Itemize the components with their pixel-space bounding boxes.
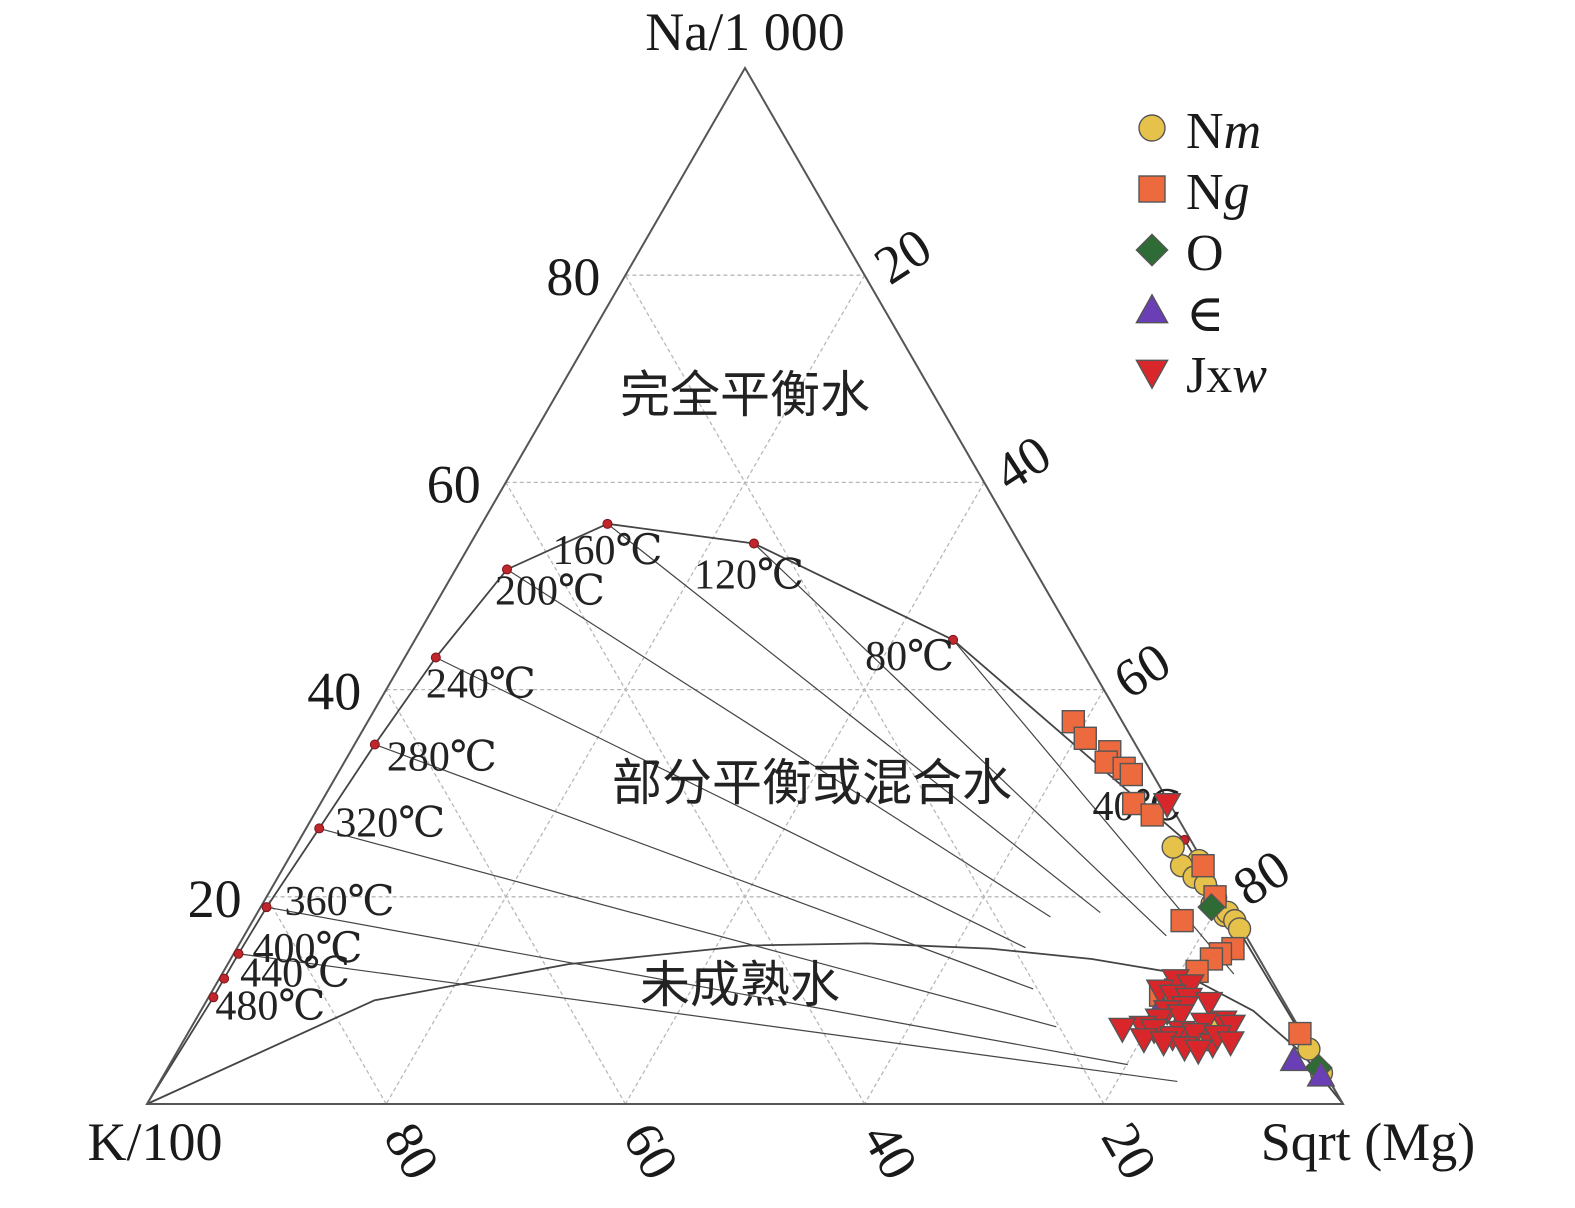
vertex-label-mg: Sqrt (Mg) bbox=[1261, 1112, 1476, 1172]
tick-label-bottom: 20 bbox=[1090, 1113, 1169, 1190]
isotherm-line bbox=[266, 906, 1128, 1066]
grid-line-k bbox=[385, 689, 626, 1105]
bottom-edge-ticks: 80 60 40 20 bbox=[372, 1113, 1169, 1190]
legend-label: Jxw bbox=[1186, 347, 1267, 404]
temperature-label: 480℃ bbox=[215, 983, 325, 1029]
legend-marker-diamond bbox=[1135, 233, 1169, 267]
data-points bbox=[1061, 710, 1336, 1087]
grid-line-mg bbox=[864, 689, 1105, 1105]
data-point-triangle-down bbox=[1107, 1017, 1137, 1044]
temperature-marker bbox=[219, 973, 230, 984]
temperature-marker bbox=[602, 518, 613, 529]
data-point-circle bbox=[1161, 835, 1185, 859]
isotherm-line bbox=[374, 743, 1034, 990]
temperature-marker bbox=[501, 564, 512, 575]
region-label-immature: 未成熟水 bbox=[640, 956, 840, 1014]
legend-marker-circle bbox=[1138, 114, 1166, 142]
isotherm-line bbox=[435, 656, 1026, 949]
data-point-square bbox=[1170, 908, 1194, 933]
data-point-square bbox=[1073, 726, 1097, 750]
legend-marker-triangle-down bbox=[1135, 359, 1169, 390]
vertex-label-na: Na/1 000 bbox=[645, 2, 844, 62]
tick-label-bottom: 60 bbox=[612, 1113, 691, 1190]
temperature-marker bbox=[430, 652, 441, 663]
tick-label-right: 20 bbox=[864, 216, 942, 296]
tick-label-bottom: 40 bbox=[851, 1113, 930, 1190]
isotherm-line bbox=[607, 523, 1101, 914]
tick-label-left: 20 bbox=[188, 869, 242, 929]
tick-label-left: 80 bbox=[546, 247, 600, 307]
region-label-full-equilibrium: 完全平衡水 bbox=[620, 366, 870, 424]
legend-label: ∈ bbox=[1186, 286, 1225, 343]
region-label-partial-equilibrium: 部分平衡或混合水 bbox=[612, 754, 1012, 812]
temperature-marker bbox=[748, 538, 759, 549]
legend-label: O bbox=[1186, 225, 1224, 282]
data-point-diamond bbox=[1197, 892, 1226, 922]
legend-label: Nm bbox=[1186, 103, 1261, 160]
temperature-label: 120℃ bbox=[694, 553, 804, 599]
legend-label: Ng bbox=[1186, 164, 1250, 221]
isotherm-line bbox=[506, 568, 1051, 918]
temperature-marker bbox=[369, 739, 380, 750]
data-point-triangle-down bbox=[1216, 1031, 1245, 1058]
immature-water-curve bbox=[146, 942, 1344, 1105]
grid-lines bbox=[266, 274, 1224, 1105]
triangle-frame bbox=[145, 65, 1345, 1105]
temperature-label: 160℃ bbox=[552, 528, 662, 574]
isotherm-lines bbox=[238, 523, 1296, 1083]
data-point-triangle-up bbox=[1306, 1060, 1336, 1087]
temperature-marker bbox=[208, 992, 219, 1003]
data-point-triangle-down bbox=[1149, 1031, 1178, 1058]
temperature-marker bbox=[261, 902, 272, 913]
temperature-label: 440℃ bbox=[240, 951, 350, 997]
temperature-marker bbox=[314, 823, 325, 834]
tick-label-right: 60 bbox=[1103, 631, 1181, 711]
legend-marker-triangle-up bbox=[1135, 293, 1169, 324]
temperature-label: 320℃ bbox=[335, 800, 445, 846]
grid-line-mg bbox=[624, 482, 985, 1105]
triangle-outline bbox=[145, 65, 1345, 1105]
temperature-label: 280℃ bbox=[387, 735, 497, 781]
left-edge-ticks: 20 40 60 80 bbox=[188, 247, 601, 929]
grid-line-k bbox=[505, 482, 866, 1105]
tick-label-left: 60 bbox=[427, 454, 481, 514]
isotherm-line bbox=[319, 827, 1057, 1028]
vertex-label-k: K/100 bbox=[88, 1112, 223, 1172]
temperature-marker bbox=[233, 948, 244, 959]
temperature-label: 200℃ bbox=[495, 568, 605, 614]
data-point-triangle-down bbox=[1194, 991, 1224, 1018]
data-point-square bbox=[1191, 854, 1215, 878]
tick-label-right: 40 bbox=[983, 423, 1061, 503]
tick-label-bottom: 80 bbox=[372, 1113, 451, 1190]
data-point-square bbox=[1119, 762, 1144, 787]
temperature-marker bbox=[948, 634, 959, 645]
temperature-label: 240℃ bbox=[426, 661, 536, 707]
data-point-square bbox=[1140, 803, 1164, 827]
grid-line-k bbox=[266, 896, 387, 1105]
temperature-label: 80℃ bbox=[865, 634, 954, 680]
legend-marker-square bbox=[1138, 175, 1166, 203]
isotherm-line bbox=[238, 953, 1178, 1083]
data-point-triangle-down bbox=[1165, 1004, 1195, 1031]
temperature-label: 400℃ bbox=[252, 926, 362, 972]
temperature-label: 360℃ bbox=[285, 879, 395, 925]
data-point-triangle-up bbox=[1279, 1045, 1309, 1072]
data-point-triangle-down bbox=[1129, 1028, 1159, 1054]
data-point-triangle-down bbox=[1183, 1039, 1213, 1066]
data-point-circle bbox=[1227, 917, 1252, 941]
isotherm-line bbox=[753, 543, 1167, 937]
data-point-square bbox=[1288, 1021, 1312, 1046]
data-point-triangle-down bbox=[1152, 792, 1182, 819]
tick-label-left: 40 bbox=[307, 662, 361, 722]
